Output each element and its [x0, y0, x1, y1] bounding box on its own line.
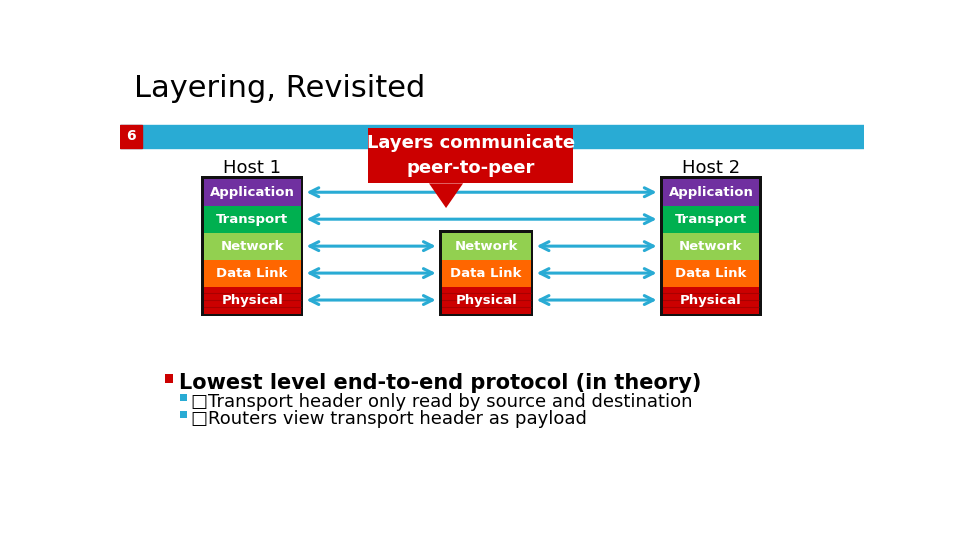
Text: Host 2: Host 2 — [682, 159, 740, 177]
Text: Layering, Revisited: Layering, Revisited — [134, 74, 425, 103]
Bar — [180, 411, 187, 418]
Text: Data Link: Data Link — [675, 267, 747, 280]
Bar — [204, 291, 300, 294]
Bar — [442, 233, 531, 260]
Text: Transport: Transport — [216, 213, 288, 226]
Bar — [204, 309, 300, 312]
Bar — [204, 300, 300, 302]
Bar — [662, 233, 759, 260]
Bar — [204, 179, 300, 206]
Text: Network: Network — [454, 240, 517, 253]
Bar — [442, 287, 531, 314]
Text: Layers communicate
peer-to-peer: Layers communicate peer-to-peer — [367, 134, 575, 177]
Bar — [662, 300, 759, 302]
Bar — [662, 206, 759, 233]
Text: Host 1: Host 1 — [223, 159, 281, 177]
Bar — [180, 394, 187, 401]
Bar — [442, 309, 531, 312]
Text: Data Link: Data Link — [450, 267, 522, 280]
Bar — [165, 374, 174, 383]
Bar — [440, 231, 533, 316]
Text: Application: Application — [668, 186, 754, 199]
Bar — [662, 179, 759, 206]
Bar — [204, 287, 300, 314]
Text: Lowest level end-to-end protocol (in theory): Lowest level end-to-end protocol (in the… — [179, 373, 701, 393]
Text: Physical: Physical — [455, 294, 517, 307]
Text: □Transport header only read by source and destination: □Transport header only read by source an… — [191, 393, 693, 411]
Bar — [204, 233, 300, 260]
Bar — [368, 128, 573, 184]
Text: Transport: Transport — [675, 213, 747, 226]
Bar — [442, 300, 531, 302]
Text: Application: Application — [209, 186, 295, 199]
Polygon shape — [429, 184, 463, 208]
Bar — [662, 260, 759, 287]
Bar — [662, 309, 759, 312]
Bar — [442, 260, 531, 287]
Text: Network: Network — [221, 240, 284, 253]
Text: Network: Network — [680, 240, 743, 253]
Bar — [204, 206, 300, 233]
Bar — [204, 260, 300, 287]
Text: □Routers view transport header as payload: □Routers view transport header as payloa… — [191, 410, 588, 428]
Bar — [202, 177, 303, 316]
Text: 6: 6 — [126, 130, 135, 144]
Bar — [660, 177, 761, 316]
Bar — [662, 291, 759, 294]
Text: Data Link: Data Link — [216, 267, 288, 280]
Text: Physical: Physical — [680, 294, 742, 307]
Text: Physical: Physical — [221, 294, 283, 307]
Bar — [120, 125, 864, 148]
Bar — [662, 287, 759, 314]
Bar — [120, 125, 142, 148]
Bar — [442, 291, 531, 294]
